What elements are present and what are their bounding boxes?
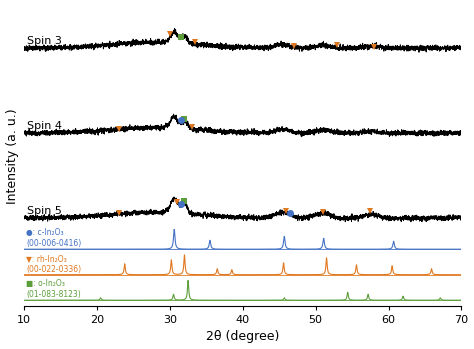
X-axis label: 2θ (degree): 2θ (degree)	[206, 331, 280, 343]
Text: ●: c-In₂O₃
(00-006-0416): ●: c-In₂O₃ (00-006-0416)	[26, 228, 82, 248]
Text: Spin 5: Spin 5	[27, 206, 62, 216]
Text: ▼: rh-In₂O₃
(00-022-0336): ▼: rh-In₂O₃ (00-022-0336)	[26, 254, 82, 274]
Text: Spin 4: Spin 4	[27, 121, 62, 131]
Y-axis label: Intensity (a. u.): Intensity (a. u.)	[6, 108, 18, 203]
Text: Spin 3: Spin 3	[27, 36, 62, 46]
Text: ■: o-In₂O₃
(01-083-8123): ■: o-In₂O₃ (01-083-8123)	[26, 280, 81, 299]
